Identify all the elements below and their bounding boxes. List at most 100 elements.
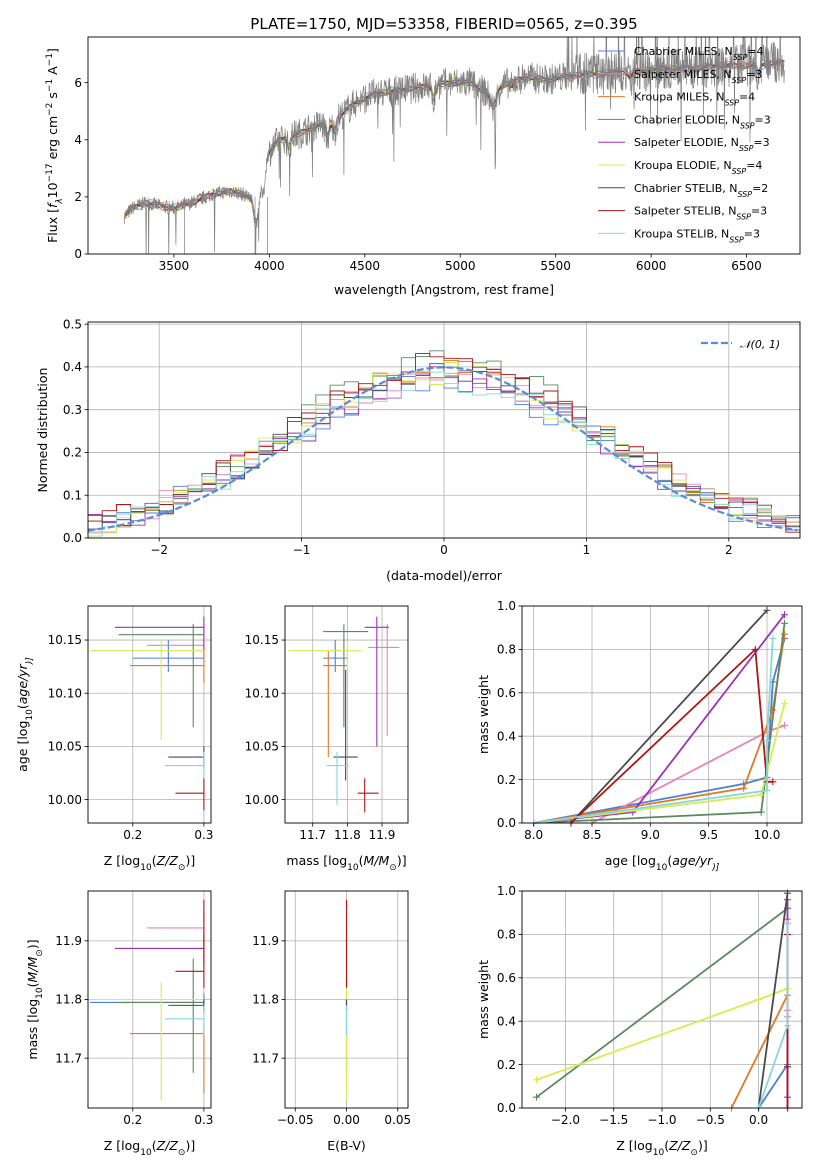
y-tick-label: 1.0 bbox=[497, 884, 516, 898]
x-tick-label: 5000 bbox=[445, 259, 476, 273]
y-tick-label: 0.2 bbox=[497, 773, 516, 787]
y-tick-label: 10.10 bbox=[48, 686, 82, 700]
legend-label-0: Chabrier MILES, NSSP=4 bbox=[634, 45, 764, 62]
x-tick-label: −0.05 bbox=[277, 1113, 314, 1127]
y-tick-label: 6 bbox=[74, 76, 82, 90]
errorbar-point-0 bbox=[323, 640, 348, 672]
y-tick-label: 10.15 bbox=[245, 633, 279, 647]
y-tick-label: 0.2 bbox=[63, 446, 82, 460]
y-tick-label: 0.0 bbox=[497, 816, 516, 830]
errorbar-point-3 bbox=[323, 624, 369, 728]
x-tick-label: 10.0 bbox=[754, 828, 781, 842]
x-tick-label: −2 bbox=[150, 543, 168, 557]
series-marker bbox=[751, 645, 759, 653]
errorbar-point-6 bbox=[168, 999, 205, 1012]
y-axis-label: Normed distribution bbox=[35, 368, 50, 493]
frame-age_vs_mass: 11.7 11.8 11.9 10.00 10.05 10.10 10.15 bbox=[245, 605, 409, 842]
x-tick-label: 2 bbox=[725, 543, 733, 557]
y-tick-label: 0.8 bbox=[497, 643, 516, 657]
y-axis-label: Flux [fλ10−17 erg cm−2 s−1 A−1] bbox=[45, 48, 65, 243]
axes-mass_vs_Z: 0.2 0.3 11.7 11.8 11.9 Z [log10(Z/Z⊙)] mass [l… bbox=[25, 890, 213, 1158]
x-tick-label: 0.2 bbox=[123, 1113, 142, 1127]
x-tick-label: −1.5 bbox=[599, 1113, 628, 1127]
y-tick-label: 11.7 bbox=[55, 1051, 82, 1065]
frame-spectrum: 3500 4000 4500 5000 5500 6000 6500 0 2 4 6 bbox=[74, 36, 801, 273]
plot-area-spectrum bbox=[123, 37, 785, 254]
y-tick-label: 0.1 bbox=[63, 488, 82, 502]
x-tick-label: 9.5 bbox=[699, 828, 718, 842]
series-marker bbox=[769, 778, 777, 786]
plot-area-age_vs_Z bbox=[90, 616, 205, 811]
x-tick-label: −2.0 bbox=[551, 1113, 580, 1127]
series-marker bbox=[532, 1076, 540, 1084]
y-tick-label: 10.05 bbox=[245, 740, 279, 754]
legend-label-8: Kroupa STELIB, NSSP=3 bbox=[634, 227, 760, 244]
y-tick-label: 0.4 bbox=[63, 360, 82, 374]
y-tick-label: 0 bbox=[74, 247, 82, 261]
frame-massweight_vs_age: 8.0 8.5 9.0 9.5 10.0 0.0 0.2 0.4 0.6 0.8 1.0 bbox=[497, 599, 803, 842]
series-marker bbox=[781, 630, 788, 638]
errorbar-point-5 bbox=[288, 640, 362, 672]
y-tick-label: 0.4 bbox=[497, 1014, 516, 1028]
y-tick-label: 0.2 bbox=[497, 1058, 516, 1072]
y-axis-label: mass [log10(M/M⊙)] bbox=[25, 939, 45, 1059]
plot-area-massweight_vs_Z bbox=[532, 889, 792, 1112]
errorbar-point-3 bbox=[118, 624, 204, 728]
plot-area-massweight_vs_age bbox=[530, 606, 788, 827]
axes-frame bbox=[284, 605, 409, 824]
x-tick-label: 0 bbox=[440, 543, 448, 557]
series-marker bbox=[781, 721, 788, 729]
frame-massweight_vs_Z: −2.0 −1.5 −1.0 −0.5 0.0 0.0 0.2 0.4 0.6 0.8 1.0 bbox=[497, 884, 803, 1127]
y-tick-label: 11.8 bbox=[252, 993, 279, 1007]
series-marker bbox=[784, 920, 792, 928]
errorbar-point-2 bbox=[323, 650, 348, 758]
x-tick-label: −1 bbox=[293, 543, 311, 557]
errorbar-point-4 bbox=[115, 934, 205, 965]
x-tick-label: −0.5 bbox=[696, 1113, 725, 1127]
x-tick-label: 11.7 bbox=[299, 828, 326, 842]
series-line bbox=[533, 638, 774, 824]
axes-mass_vs_EBV: −0.05 0.00 0.05 11.7 11.8 11.9 E(B-V) bbox=[252, 890, 411, 1153]
series-line bbox=[730, 919, 789, 1109]
series-marker bbox=[781, 611, 788, 619]
axes-residuals: −2 −1 0 1 2 0.0 0.1 0.2 0.3 0.4 0.5 𝒩(0, 1) (data-mo… bbox=[35, 317, 801, 583]
axes-massweight_vs_age: 8.0 8.5 9.0 9.5 10.0 0.0 0.2 0.4 0.6 0.8 1.0 age [l… bbox=[476, 599, 803, 873]
series-line bbox=[533, 614, 786, 824]
x-axis-label: wavelength [Angstrom, rest frame] bbox=[334, 282, 554, 297]
errorbar-point-7 bbox=[175, 778, 205, 811]
x-tick-label: 0.3 bbox=[194, 1113, 213, 1127]
plot-area-residuals bbox=[88, 350, 800, 537]
x-tick-label: 8.0 bbox=[524, 828, 543, 842]
y-tick-label: 4 bbox=[74, 133, 82, 147]
mass-weight-series-8 bbox=[755, 920, 792, 1112]
axes-age_vs_mass: 11.7 11.8 11.9 10.00 10.05 10.10 10.15 mass [lo… bbox=[245, 605, 409, 873]
x-axis-label: Z [log10(Z/Z⊙)] bbox=[616, 1138, 707, 1158]
frame-mass_vs_Z: 0.2 0.3 11.7 11.8 11.9 bbox=[55, 890, 213, 1127]
legend-label-2: Kroupa MILES, NSSP=4 bbox=[634, 91, 755, 108]
y-tick-label: 11.7 bbox=[252, 1051, 279, 1065]
series-marker bbox=[784, 1022, 792, 1030]
errorbar-point-5 bbox=[90, 640, 204, 741]
legend-label-7: Salpeter STELIB, NSSP=3 bbox=[634, 205, 767, 222]
errorbar-point-6 bbox=[333, 669, 358, 781]
y-tick-label: 0.8 bbox=[497, 928, 516, 942]
x-tick-label: 1 bbox=[583, 543, 591, 557]
series-marker bbox=[763, 606, 771, 614]
errorbar-point-7 bbox=[175, 899, 205, 988]
x-tick-label: 0.3 bbox=[194, 828, 213, 842]
legend-label-6: Chabrier STELIB, NSSP=2 bbox=[634, 182, 768, 199]
y-tick-label: 0.0 bbox=[63, 531, 82, 545]
axes-age_vs_Z: 0.2 0.3 10.00 10.05 10.10 10.15 Z [log10(Z/Z⊙)… bbox=[15, 605, 213, 873]
plot-area-mass_vs_Z bbox=[90, 899, 205, 1101]
y-tick-label: 10.00 bbox=[245, 793, 279, 807]
errorbar-point-8 bbox=[164, 751, 205, 779]
legend-label-5: Kroupa ELODIE, NSSP=4 bbox=[634, 159, 762, 176]
series-marker bbox=[755, 996, 763, 1003]
x-tick-label: 5500 bbox=[540, 259, 571, 273]
figure-title: PLATE=1750, MJD=53358, FIBERID=0565, z=0… bbox=[250, 15, 637, 33]
x-tick-label: −1.0 bbox=[647, 1113, 676, 1127]
errorbar-point-4 bbox=[115, 616, 205, 651]
series-marker bbox=[763, 737, 771, 745]
y-axis-label: mass weight bbox=[476, 675, 491, 754]
series-line bbox=[533, 638, 786, 824]
